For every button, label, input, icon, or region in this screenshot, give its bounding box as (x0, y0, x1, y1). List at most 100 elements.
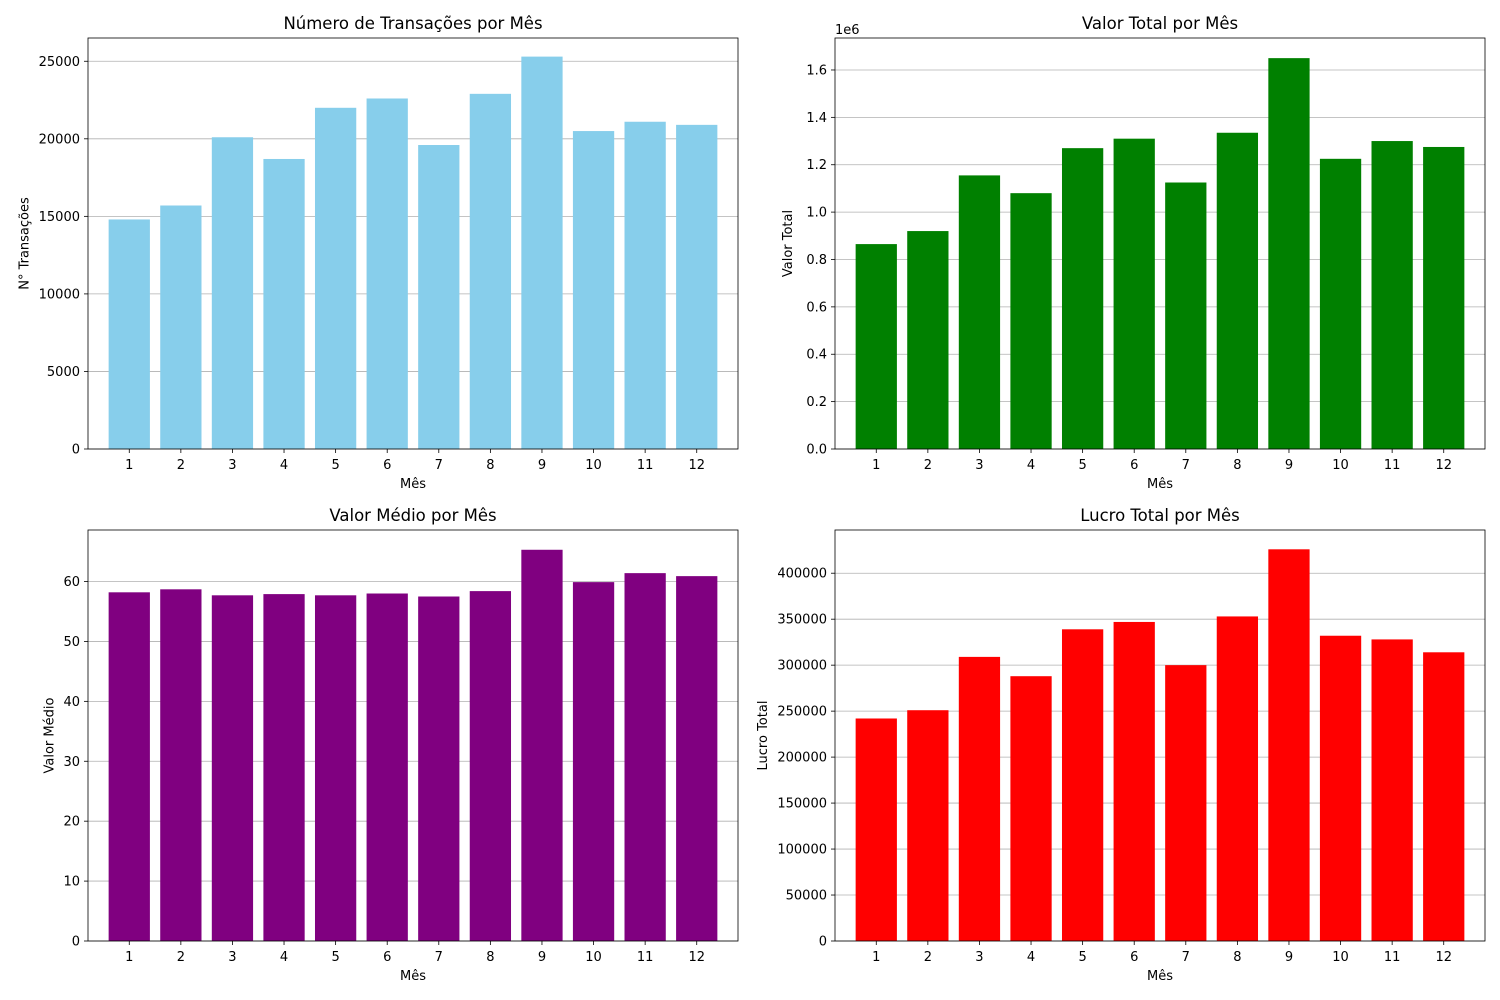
y-axis-label: Valor Total (781, 210, 796, 277)
y-tick-label: 300000 (777, 659, 827, 674)
x-tick-label: 7 (435, 458, 443, 473)
bar-9 (1268, 58, 1310, 450)
y-tick-label: 400000 (777, 567, 827, 582)
bar-8 (1216, 616, 1259, 941)
x-tick-label: 5 (331, 458, 339, 473)
chart-title: Valor Total por Mês (1082, 14, 1238, 33)
x-tick-label: 2 (177, 458, 185, 473)
x-tick-label: 7 (1182, 950, 1190, 965)
chart-title: Lucro Total por Mês (1080, 506, 1240, 525)
x-tick-label: 12 (688, 950, 705, 965)
bar-9 (521, 56, 563, 449)
bar-4 (1010, 676, 1052, 941)
bar-7 (1165, 665, 1207, 941)
y-tick-label: 20 (63, 815, 80, 830)
x-tick-label: 6 (383, 458, 391, 473)
bar-3 (211, 137, 254, 449)
bar-5 (314, 107, 357, 449)
bar-7 (418, 145, 460, 450)
y-tick-label: 1.4 (806, 111, 827, 126)
x-tick-label: 8 (486, 950, 494, 965)
x-tick-label: 9 (538, 458, 546, 473)
bar-1 (108, 219, 150, 449)
y-tick-label: 0 (819, 935, 827, 950)
bar-3 (958, 656, 1001, 941)
bar-8 (1216, 132, 1259, 449)
x-tick-label: 5 (1078, 458, 1086, 473)
axes-frame (87, 37, 739, 450)
bar-6 (1113, 138, 1155, 449)
y-tick-label: 1.6 (806, 63, 827, 78)
x-tick-label: 9 (538, 950, 546, 965)
y-tick-label: 40 (63, 695, 80, 710)
chart-title: Número de Transações por Mês (283, 14, 542, 33)
y-tick-label: 0 (72, 935, 80, 950)
y-axis-label: N° Transações (18, 197, 33, 290)
x-tick-label: 12 (688, 458, 705, 473)
bar-10 (572, 131, 615, 449)
x-tick-label: 2 (924, 950, 932, 965)
x-tick-label: 6 (1130, 458, 1138, 473)
x-tick-label: 3 (975, 458, 983, 473)
y-tick-label: 25000 (39, 55, 80, 70)
y-tick-label: 0.4 (806, 348, 827, 363)
bar-4 (1010, 193, 1052, 449)
y-tick-label: 200000 (777, 751, 827, 766)
y-tick-label: 0.8 (806, 253, 827, 268)
y-offset-label: 1e6 (835, 23, 860, 38)
bar-6 (366, 98, 408, 450)
bar-2 (160, 589, 202, 941)
y-tick-label: 250000 (777, 705, 827, 720)
x-tick-label: 10 (1332, 458, 1349, 473)
y-tick-label: 10000 (39, 287, 80, 302)
x-tick-label: 9 (1285, 458, 1293, 473)
x-tick-label: 1 (872, 950, 880, 965)
chart-panel-4: 0 50000 100000 150000 200000 250000 300000 3500… (756, 506, 1486, 984)
bar-11 (1371, 141, 1413, 449)
x-tick-label: 11 (1384, 950, 1401, 965)
x-tick-label: 5 (331, 950, 339, 965)
x-tick-label: 7 (1182, 458, 1190, 473)
x-tick-label: 10 (1332, 950, 1349, 965)
y-tick-label: 30 (63, 755, 80, 770)
bar-12 (676, 576, 718, 941)
y-tick-label: 350000 (777, 613, 827, 628)
x-tick-label: 6 (383, 950, 391, 965)
x-tick-label: 10 (585, 950, 602, 965)
bar-2 (907, 710, 949, 941)
x-tick-label: 11 (1384, 458, 1401, 473)
bar-8 (469, 591, 512, 941)
bar-12 (1423, 146, 1465, 449)
bar-11 (624, 573, 666, 941)
bar-7 (1165, 182, 1207, 449)
bar-10 (1319, 158, 1362, 449)
bar-2 (907, 231, 949, 449)
x-axis-label: Mês (400, 477, 426, 492)
y-tick-label: 50 (63, 635, 80, 650)
y-tick-label: 100000 (777, 843, 827, 858)
bar-9 (1268, 549, 1310, 941)
axes-frame (834, 37, 1486, 450)
bar-12 (676, 124, 718, 449)
x-tick-label: 4 (280, 950, 288, 965)
axes-frame (834, 529, 1486, 942)
bar-1 (855, 244, 897, 449)
bar-5 (314, 595, 357, 941)
bar-4 (263, 158, 305, 450)
bar-11 (1371, 639, 1413, 941)
bar-1 (108, 592, 150, 941)
bar-7 (418, 596, 460, 941)
x-tick-label: 8 (1233, 950, 1241, 965)
y-tick-label: 1.0 (806, 206, 827, 221)
bar-6 (1113, 621, 1155, 941)
bar-8 (469, 93, 512, 450)
y-tick-label: 20000 (39, 132, 80, 147)
bar-3 (211, 595, 254, 941)
y-tick-label: 10 (63, 875, 80, 890)
bar-12 (1423, 652, 1465, 941)
x-tick-label: 6 (1130, 950, 1138, 965)
x-tick-label: 5 (1078, 950, 1086, 965)
bar-4 (263, 594, 305, 941)
x-tick-label: 10 (585, 458, 602, 473)
